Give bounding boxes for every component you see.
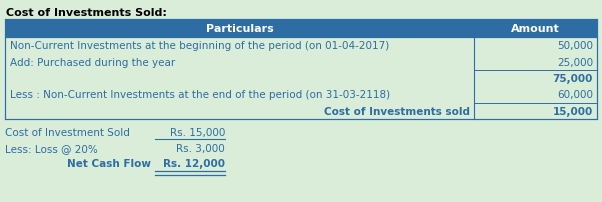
FancyBboxPatch shape — [5, 20, 597, 38]
Text: Rs. 12,000: Rs. 12,000 — [163, 158, 225, 168]
Text: Less: Loss @ 20%: Less: Loss @ 20% — [5, 143, 98, 153]
Text: Non-Current Investments at the beginning of the period (on 01-04-2017): Non-Current Investments at the beginning… — [10, 41, 389, 51]
Text: Less : Non-Current Investments at the end of the period (on 31-03-2118): Less : Non-Current Investments at the en… — [10, 90, 390, 100]
Text: 15,000: 15,000 — [553, 106, 593, 116]
Text: Cost of Investments sold: Cost of Investments sold — [324, 106, 470, 116]
Text: Particulars: Particulars — [206, 24, 273, 34]
Text: Rs. 15,000: Rs. 15,000 — [170, 127, 225, 137]
Text: Amount: Amount — [511, 24, 560, 34]
Text: Rs. 3,000: Rs. 3,000 — [176, 143, 225, 153]
Text: Cost of Investments Sold:: Cost of Investments Sold: — [6, 8, 167, 18]
Text: 25,000: 25,000 — [557, 57, 593, 67]
FancyBboxPatch shape — [5, 38, 597, 119]
Text: Net Cash Flow: Net Cash Flow — [67, 158, 151, 168]
Text: 75,000: 75,000 — [553, 74, 593, 84]
Text: Cost of Investment Sold: Cost of Investment Sold — [5, 127, 130, 137]
Text: Add: Purchased during the year: Add: Purchased during the year — [10, 57, 175, 67]
Text: 50,000: 50,000 — [557, 41, 593, 51]
Text: 60,000: 60,000 — [557, 90, 593, 100]
